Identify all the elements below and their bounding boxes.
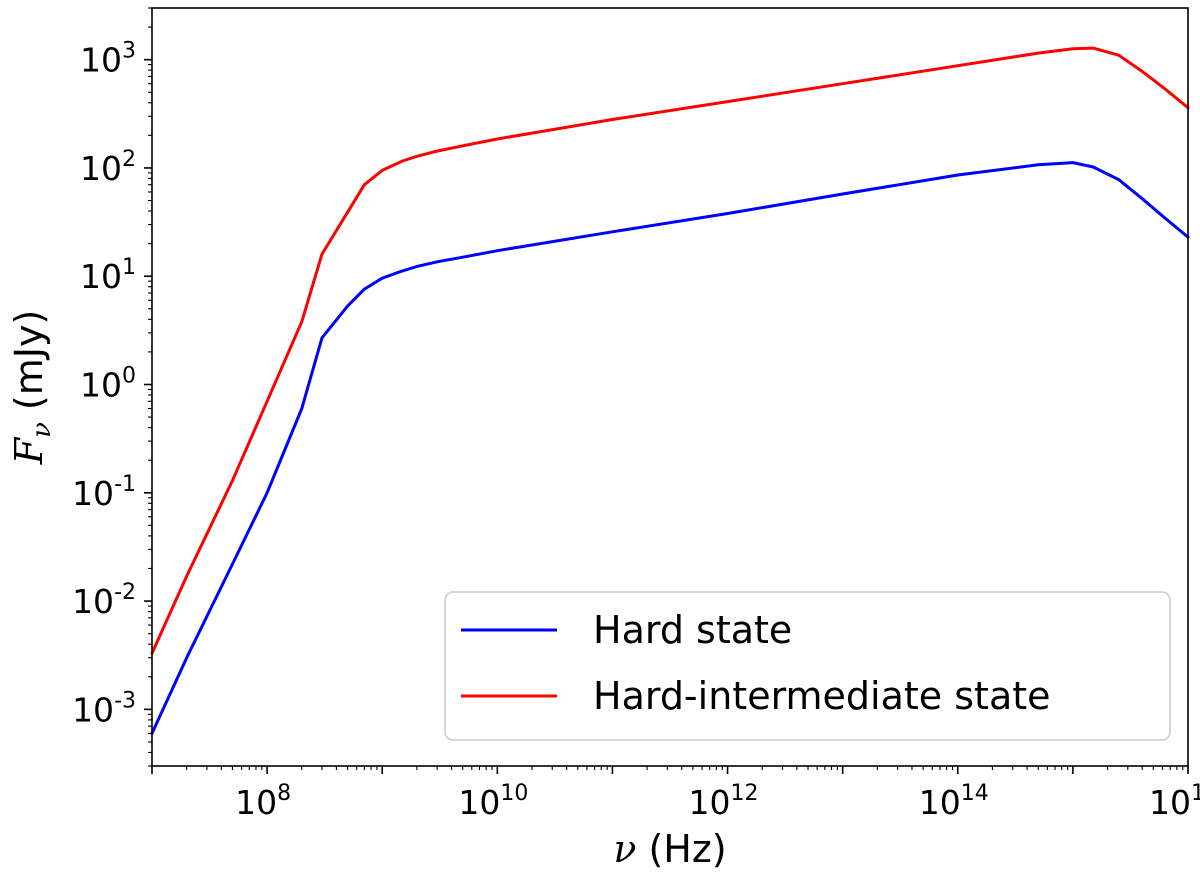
y-axis-subscript: ν — [27, 422, 57, 438]
y-tick-exponent: 3 — [122, 39, 136, 64]
y-tick-base: 10 — [80, 149, 122, 188]
x-tick-exponent: 8 — [277, 781, 291, 806]
y-tick-base: 10 — [80, 41, 122, 80]
plot-frame — [151, 7, 1189, 767]
x-tick-label: 1014 — [919, 781, 989, 822]
y-tick-base: 10 — [80, 366, 122, 405]
y-tick-label: 10-3 — [72, 688, 136, 729]
x-tick-label: 1012 — [689, 781, 759, 822]
x-tick-exponent: 14 — [961, 781, 989, 806]
y-tick-base: 10 — [80, 257, 122, 296]
y-tick-base: 10 — [72, 582, 114, 621]
x-axis-symbol: ν — [613, 827, 636, 871]
x-tick-exponent: 16 — [1191, 781, 1200, 806]
y-tick-exponent: 2 — [122, 147, 136, 172]
legend-label-hard-intermediate-state: Hard-intermediate state — [593, 674, 1051, 718]
y-axis-label: Fν (mJy) — [7, 310, 57, 466]
series-line-1 — [150, 46, 1190, 655]
y-tick-label: 101 — [80, 255, 136, 296]
x-tick-label: 1016 — [1149, 781, 1200, 822]
y-tick-exponent: 0 — [122, 364, 136, 389]
legend-box — [444, 591, 1171, 741]
y-tick-label: 103 — [80, 39, 136, 80]
x-axis-unit: (Hz) — [648, 827, 726, 871]
y-tick-exponent: 1 — [122, 255, 136, 280]
x-tick-base: 10 — [689, 783, 731, 822]
x-axis: 1081010101210141016 — [151, 766, 1200, 822]
x-tick-exponent: 12 — [731, 781, 759, 806]
legend: Hard state Hard-intermediate state — [444, 591, 1171, 741]
y-tick-label: 100 — [80, 364, 136, 405]
x-axis-label: ν (Hz) — [613, 827, 726, 871]
y-tick-label: 10-2 — [72, 580, 136, 621]
y-tick-exponent: -1 — [114, 472, 136, 497]
y-tick-exponent: -3 — [114, 688, 136, 713]
x-tick-base: 10 — [1149, 783, 1191, 822]
x-tick-label: 1010 — [458, 781, 528, 822]
series-line-0 — [150, 161, 1190, 735]
series-layer — [150, 46, 1190, 735]
x-tick-base: 10 — [919, 783, 961, 822]
x-tick-exponent: 10 — [500, 781, 528, 806]
x-tick-base: 10 — [235, 783, 277, 822]
y-axis-symbol: F — [7, 436, 51, 465]
y-tick-base: 10 — [72, 690, 114, 729]
y-tick-label: 10-1 — [72, 472, 136, 513]
y-tick-label: 102 — [80, 147, 136, 188]
legend-label-hard-state: Hard state — [593, 608, 792, 652]
x-tick-base: 10 — [458, 783, 500, 822]
y-tick-base: 10 — [72, 474, 114, 513]
x-tick-label: 108 — [235, 781, 291, 822]
y-axis-unit: (mJy) — [7, 310, 51, 410]
y-tick-exponent: -2 — [114, 580, 136, 605]
